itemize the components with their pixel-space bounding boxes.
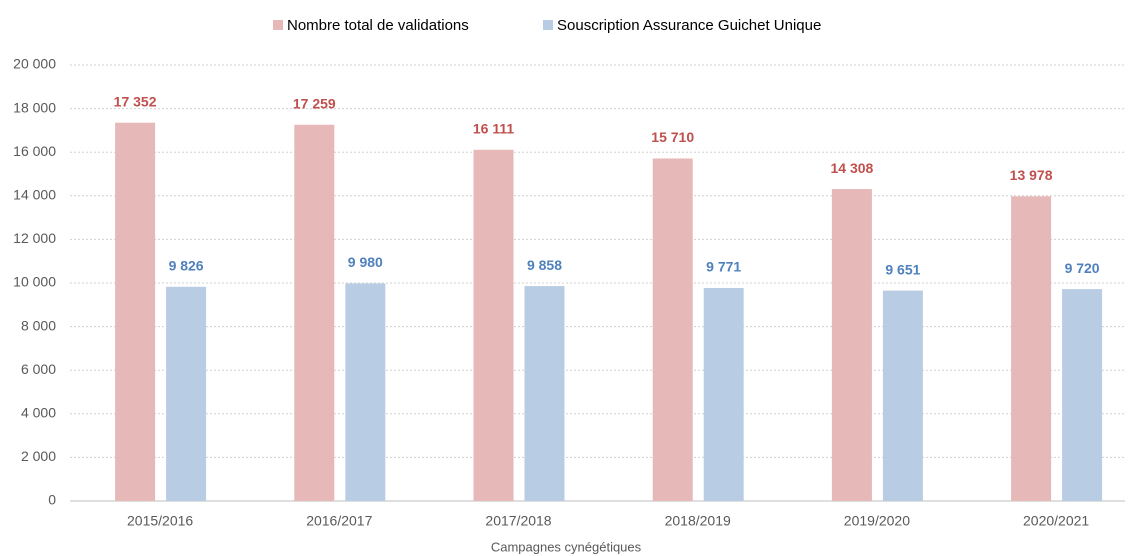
- y-tick-label: 4 000: [21, 405, 56, 421]
- y-tick-label: 6 000: [21, 361, 56, 377]
- bar: [652, 158, 693, 501]
- value-label: 16 111: [473, 120, 514, 136]
- value-label: 9 771: [706, 259, 741, 275]
- value-label: 15 710: [651, 129, 694, 145]
- value-label: 9 980: [348, 254, 383, 270]
- value-label: 9 720: [1065, 260, 1100, 276]
- y-tick-label: 0: [48, 492, 56, 508]
- bar: [703, 287, 744, 501]
- bar: [1062, 289, 1103, 501]
- value-label: 9 826: [169, 257, 204, 273]
- bar: [115, 122, 156, 501]
- value-label: 14 308: [830, 160, 873, 176]
- y-tick-label: 12 000: [13, 230, 56, 246]
- legend-label: Souscription Assurance Guichet Unique: [557, 17, 821, 34]
- bar: [1011, 196, 1052, 501]
- value-label: 17 352: [114, 93, 157, 109]
- bar: [882, 290, 923, 501]
- bar: [294, 124, 335, 502]
- x-tick-label: 2020/2021: [1023, 513, 1089, 529]
- y-tick-label: 14 000: [13, 187, 56, 203]
- y-tick-label: 18 000: [13, 99, 56, 115]
- value-label: 9 858: [527, 257, 562, 273]
- x-tick-label: 2018/2019: [665, 513, 731, 529]
- x-axis-title: Campagnes cynégétiques: [491, 539, 642, 554]
- y-tick-label: 16 000: [13, 143, 56, 159]
- y-tick-label: 20 000: [13, 56, 56, 72]
- value-label: 9 651: [885, 261, 920, 277]
- y-tick-label: 2 000: [21, 448, 56, 464]
- y-tick-label: 8 000: [21, 317, 56, 333]
- x-tick-label: 2016/2017: [306, 513, 372, 529]
- bar: [524, 286, 565, 501]
- bar: [473, 149, 514, 501]
- value-label: 13 978: [1010, 167, 1053, 183]
- bar: [831, 189, 872, 501]
- y-tick-label: 10 000: [13, 274, 56, 290]
- legend-label: Nombre total de validations: [287, 17, 469, 34]
- legend-swatch: [273, 20, 283, 30]
- bar: [166, 286, 207, 501]
- x-tick-label: 2015/2016: [127, 513, 193, 529]
- bar: [345, 283, 386, 501]
- value-label: 17 259: [293, 95, 336, 111]
- legend-swatch: [543, 20, 553, 30]
- x-tick-label: 2017/2018: [485, 513, 551, 529]
- x-tick-label: 2019/2020: [844, 513, 910, 529]
